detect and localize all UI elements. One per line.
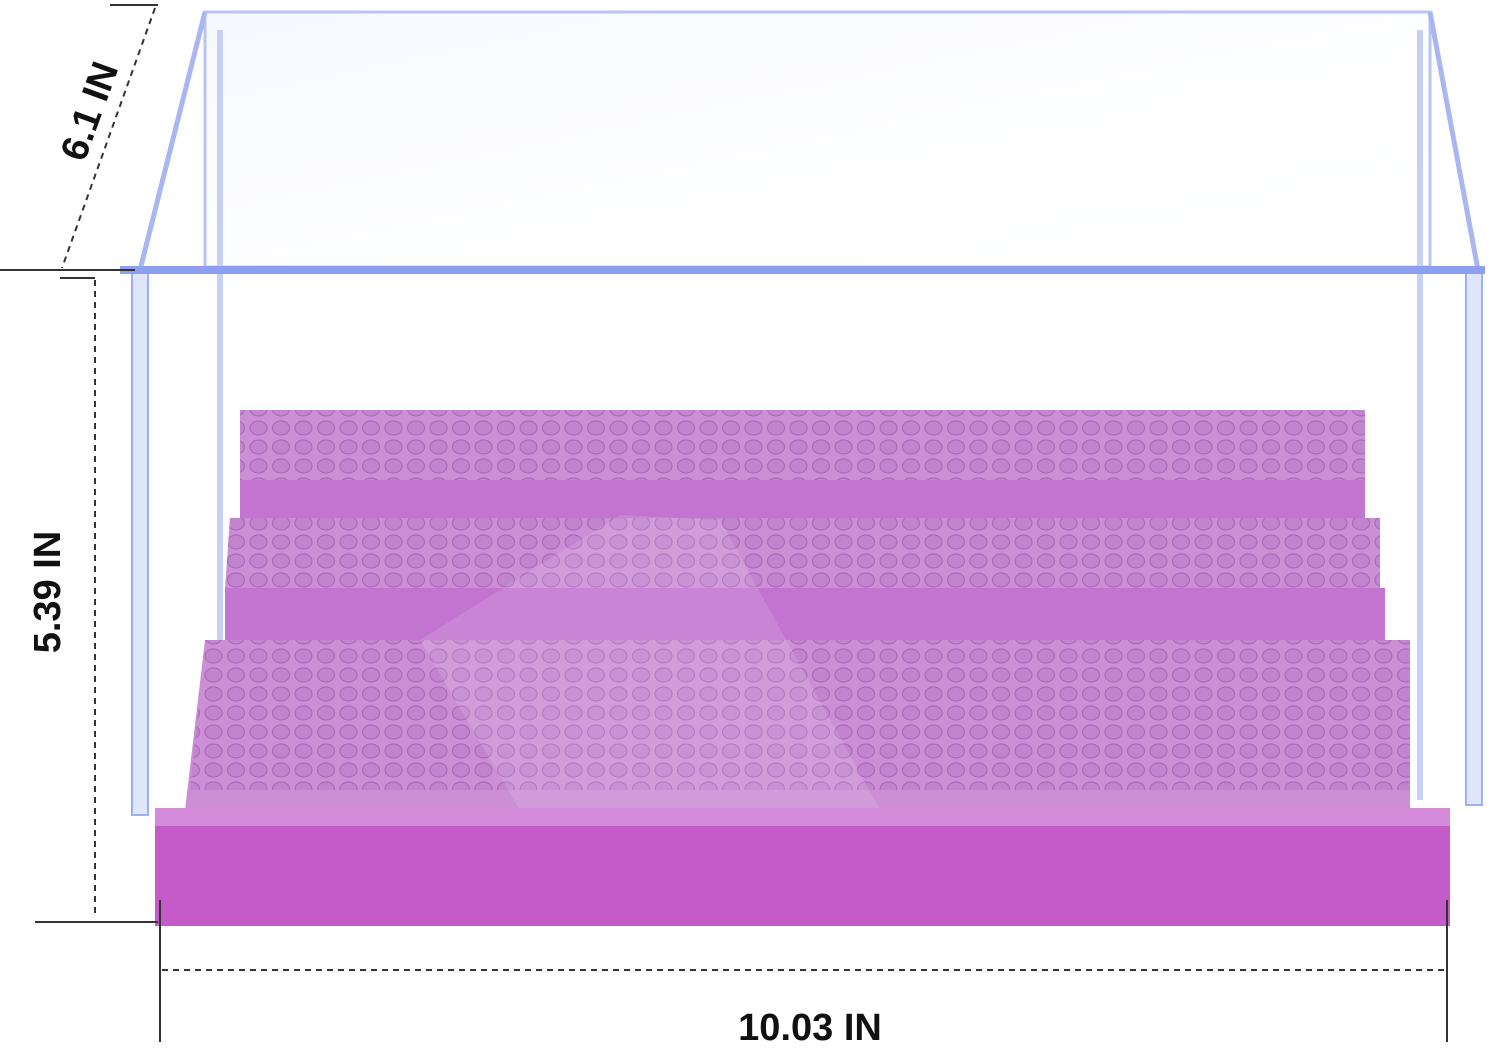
tier-front: [240, 480, 1365, 525]
case-front-right: [1465, 269, 1483, 806]
width-label: 10.03 IN: [738, 1007, 882, 1049]
dimension-lines: [0, 4, 1448, 1042]
reflection: [420, 515, 880, 810]
case-back: [203, 10, 1432, 269]
display-case: [120, 10, 1485, 926]
tier-studs: [190, 640, 1410, 790]
dimension-line: [61, 7, 156, 269]
tier-studs: [225, 518, 1380, 588]
tier-studs: [240, 410, 1365, 480]
tier-front: [225, 588, 1385, 643]
base-lip: [155, 808, 1450, 826]
depth-label: 6.1 IN: [53, 57, 127, 167]
case-front-left: [131, 269, 149, 816]
base: [155, 808, 1450, 926]
case-edge: [1427, 11, 1481, 271]
case-edge: [137, 11, 208, 271]
height-label: 5.39 IN: [27, 531, 69, 654]
